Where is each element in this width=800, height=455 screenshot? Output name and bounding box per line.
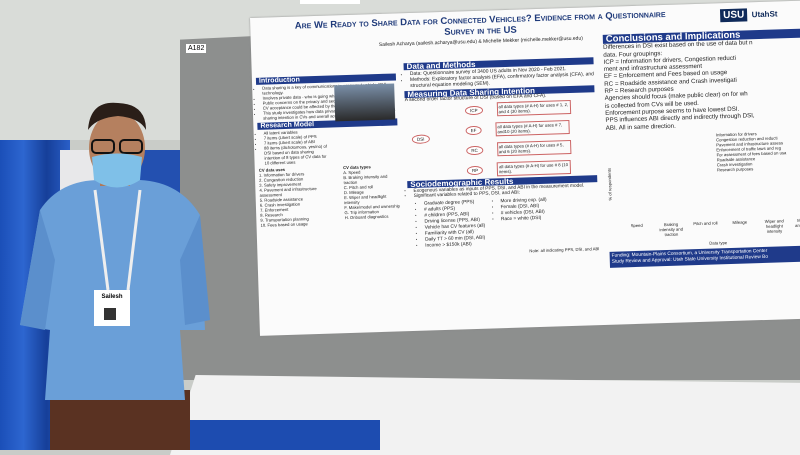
badge-qr: [104, 308, 116, 320]
lanyard: [93, 189, 142, 291]
tablecloth: [160, 420, 380, 450]
ceiling-light: [300, 0, 360, 4]
board-number: A182: [186, 44, 207, 53]
badge-name: Sailesh: [101, 294, 122, 300]
glasses: [91, 139, 115, 154]
mask: [92, 153, 142, 188]
glasses: [119, 139, 143, 154]
sleeves: [20, 210, 210, 330]
hair: [88, 102, 146, 130]
